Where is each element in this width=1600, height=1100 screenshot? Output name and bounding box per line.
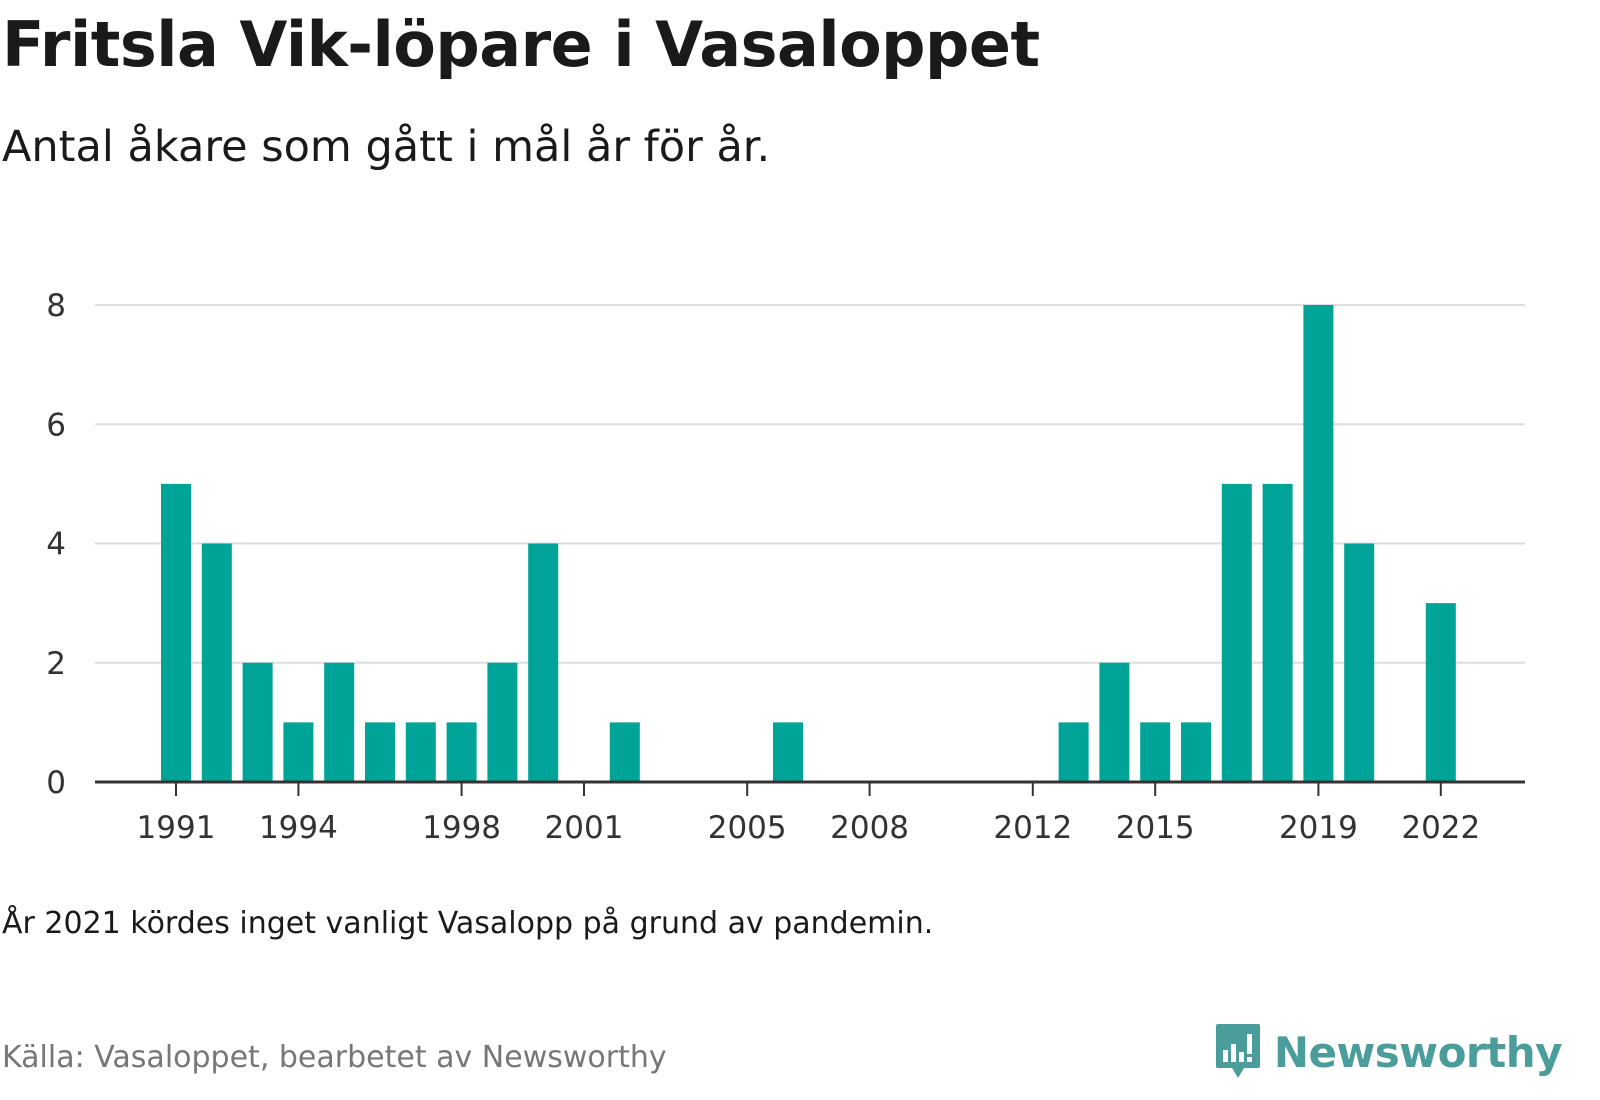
bar xyxy=(1221,483,1252,782)
bar xyxy=(201,543,232,782)
bar xyxy=(528,543,559,782)
bar xyxy=(773,722,803,782)
bar xyxy=(1425,603,1456,782)
bar xyxy=(1099,662,1130,782)
y-tick-label: 0 xyxy=(46,765,66,801)
bar xyxy=(1344,543,1375,782)
bar xyxy=(487,662,518,782)
footnote: År 2021 kördes inget vanligt Vasalopp på… xyxy=(2,906,934,941)
x-tick-label: 2022 xyxy=(1401,810,1480,846)
x-tick-label: 2001 xyxy=(545,810,624,846)
y-tick-label: 4 xyxy=(46,527,66,563)
brand-logo: Newsworthy xyxy=(1214,1020,1563,1084)
chart-subtitle: Antal åkare som gått i mål år för år. xyxy=(2,122,771,172)
bar xyxy=(242,662,273,782)
bar xyxy=(283,722,314,782)
bars xyxy=(161,305,1456,782)
x-tick-label: 1998 xyxy=(422,810,501,846)
bar xyxy=(1303,305,1334,782)
bar xyxy=(161,483,191,782)
bar xyxy=(324,662,355,782)
bar xyxy=(1262,483,1293,782)
y-tick-label: 6 xyxy=(46,407,66,443)
x-tick-label: 2008 xyxy=(830,810,909,846)
chart-title: Fritsla Vik-löpare i Vasaloppet xyxy=(2,8,1040,81)
bar xyxy=(446,722,477,782)
axes: 0 2 4 6 8 1991 1994 1998 2001 2005 2008 2012 2015 201… xyxy=(46,288,1525,846)
source-credit: Källa: Vasaloppet, bearbetet av Newswort… xyxy=(2,1040,667,1075)
bar xyxy=(405,722,436,782)
newsworthy-logo-icon xyxy=(1215,1024,1260,1078)
x-tick-label: 2012 xyxy=(993,810,1072,846)
x-tick-label: 2019 xyxy=(1279,810,1358,846)
y-tick-label: 8 xyxy=(46,288,66,324)
x-tick-label: 2005 xyxy=(708,810,787,846)
bar xyxy=(1181,722,1211,782)
bar xyxy=(1140,722,1171,782)
bar xyxy=(365,722,395,782)
brand-name: Newsworthy xyxy=(1273,1027,1563,1077)
bar xyxy=(1058,722,1089,782)
x-tick-label: 2015 xyxy=(1116,810,1195,846)
x-tick-label: 1991 xyxy=(137,810,216,846)
x-tick-label: 1994 xyxy=(259,810,338,846)
y-tick-label: 2 xyxy=(46,646,66,682)
bar-chart: 0 2 4 6 8 1991 1994 1998 2001 2005 2008 2012 2015 201… xyxy=(46,288,1525,846)
bar xyxy=(609,722,640,782)
